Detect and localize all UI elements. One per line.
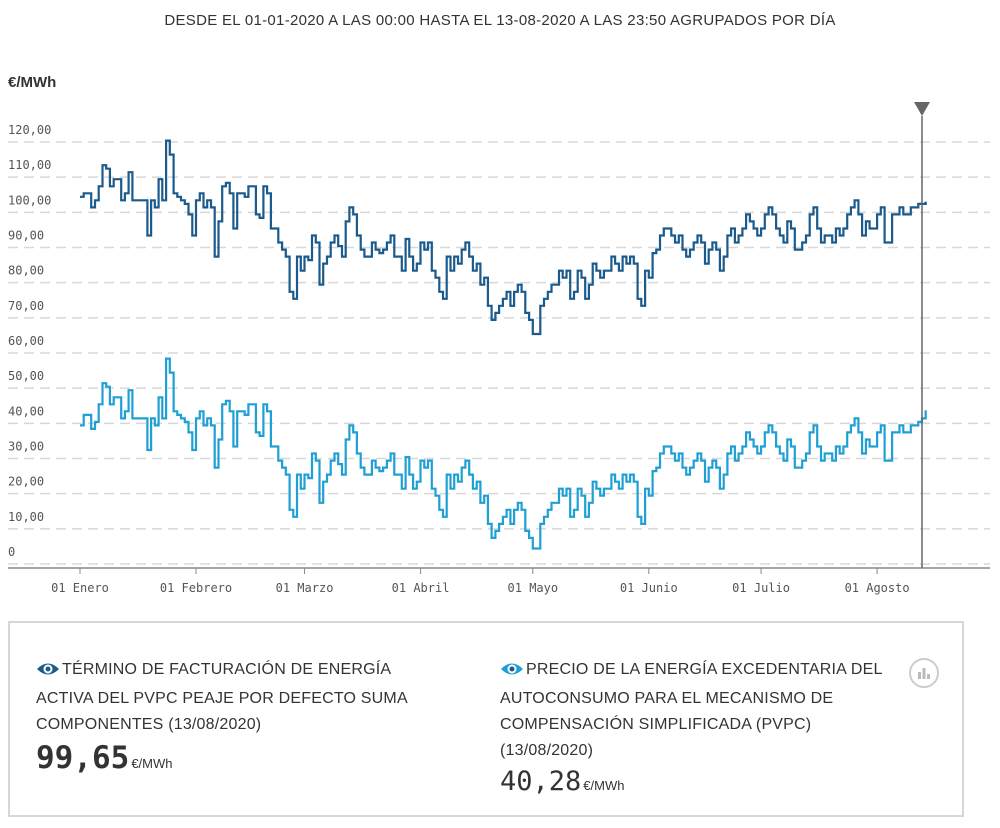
chart-title: DESDE EL 01-01-2020 A LAS 00:00 HASTA EL… xyxy=(164,12,836,29)
eye-icon[interactable] xyxy=(36,660,60,686)
legend-value-a: 99,65 €/MWh xyxy=(36,740,173,776)
legend-label-a: TÉRMINO DE FACTURACIÓN DE ENERGÍA ACTIVA… xyxy=(36,661,407,733)
x-tick-label: 01 Junio xyxy=(620,581,678,595)
legend-label-b: PRECIO DE LA ENERGÍA EXCEDENTARIA DEL AU… xyxy=(500,661,882,759)
x-axis: 01 Enero 01 Febrero 01 Marzo 01 Abril 01 May… xyxy=(8,567,990,595)
y-tick-label: 70,00 xyxy=(8,299,44,313)
x-tick-label: 01 Julio xyxy=(732,581,790,595)
y-tick-label: 50,00 xyxy=(8,369,44,383)
y-axis-unit: €/MWh xyxy=(8,74,57,91)
grid-lines xyxy=(8,141,990,565)
y-tick-label: 60,00 xyxy=(8,334,44,348)
time-cursor xyxy=(914,102,930,568)
y-tick-label: 80,00 xyxy=(8,264,44,278)
y-tick-label: 10,00 xyxy=(8,510,44,524)
legend-value-b: 40,28 €/MWh xyxy=(500,766,625,797)
bar-chart-icon[interactable] xyxy=(908,657,940,694)
y-tick-label: 30,00 xyxy=(8,440,44,454)
x-tick-label: 01 Marzo xyxy=(276,581,334,595)
x-tick-label: 01 Abril xyxy=(392,581,450,595)
eye-icon[interactable] xyxy=(500,660,524,686)
x-tick-label: 01 Febrero xyxy=(160,581,232,595)
x-tick-label: 01 Enero xyxy=(51,581,109,595)
y-tick-label: 110,00 xyxy=(8,158,51,172)
y-axis-ticks: 120,00 110,00 100,00 90,00 80,00 70,00 60,00 50… xyxy=(8,123,51,559)
y-tick-label: 20,00 xyxy=(8,475,44,489)
x-tick-label: 01 Agosto xyxy=(845,581,910,595)
y-tick-label: 40,00 xyxy=(8,404,44,418)
legend-item-term-facturacion[interactable]: TÉRMINO DE FACTURACIÓN DE ENERGÍA ACTIVA… xyxy=(36,657,416,776)
y-tick-label: 100,00 xyxy=(8,193,51,207)
cursor-marker-icon xyxy=(914,102,930,116)
price-chart[interactable]: 120,00 110,00 100,00 90,00 80,00 70,00 60,00 50… xyxy=(0,0,1000,610)
x-tick-label: 01 Mayo xyxy=(508,581,559,595)
y-tick-label: 90,00 xyxy=(8,229,44,243)
legend-panel: TÉRMINO DE FACTURACIÓN DE ENERGÍA ACTIVA… xyxy=(8,621,964,817)
series-lines xyxy=(80,139,927,550)
legend-item-energia-excedentaria[interactable]: PRECIO DE LA ENERGÍA EXCEDENTARIA DEL AU… xyxy=(500,657,900,797)
y-tick-label: 120,00 xyxy=(8,123,51,137)
series-line-b xyxy=(80,357,927,550)
series-line-a xyxy=(80,139,927,336)
y-tick-label: 0 xyxy=(8,545,15,559)
